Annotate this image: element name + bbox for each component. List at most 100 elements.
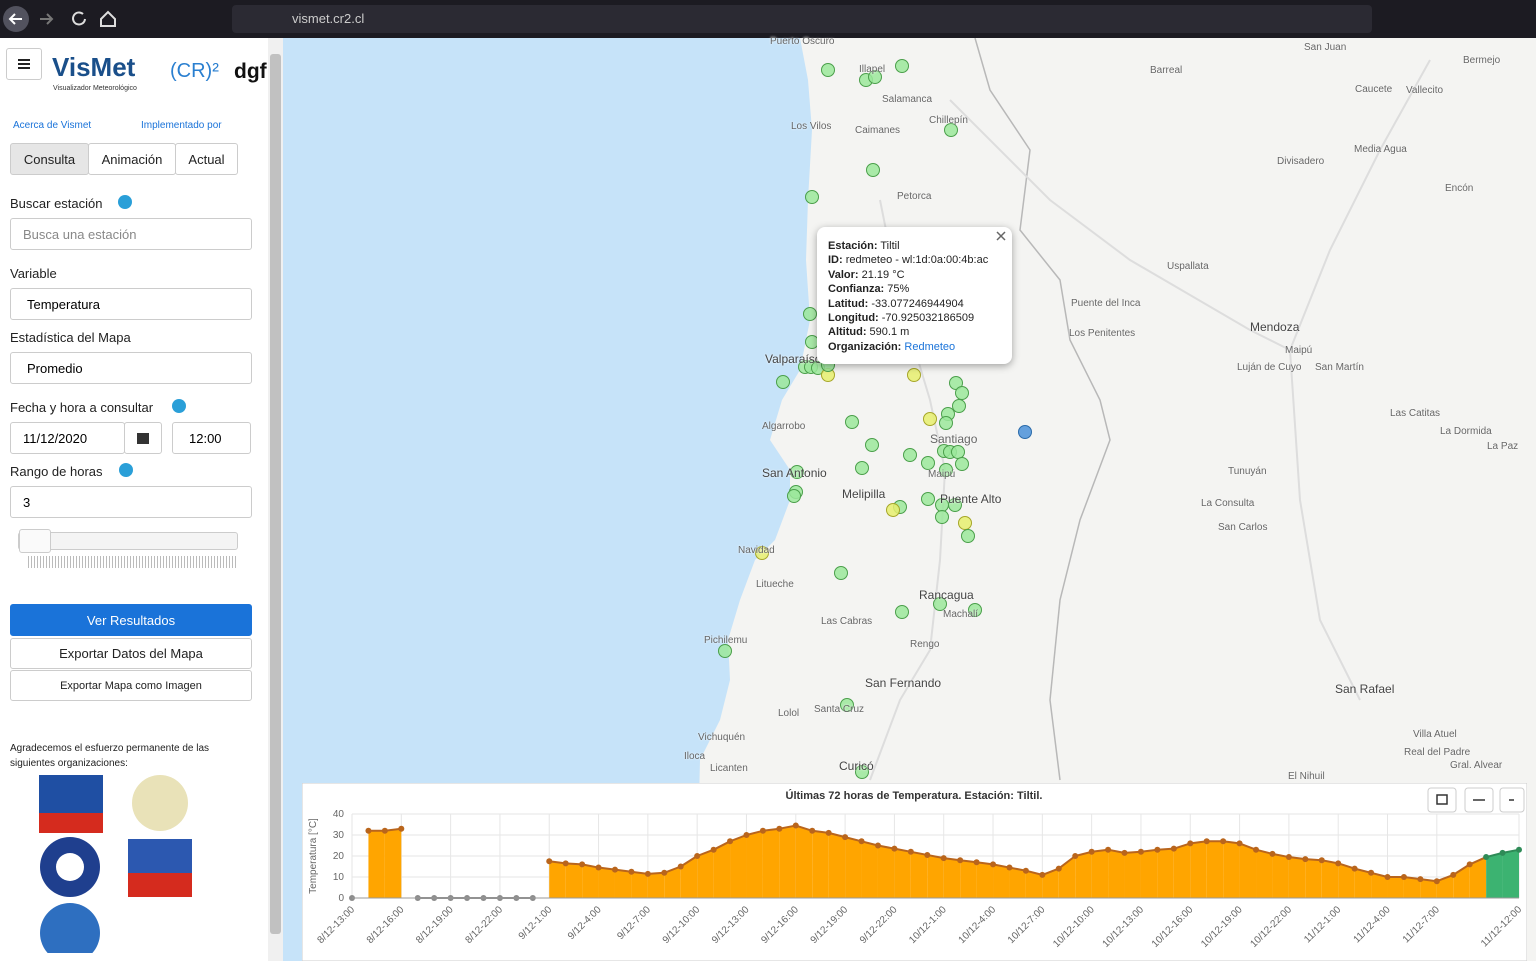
station-marker[interactable] <box>955 386 969 400</box>
partner-logos <box>39 775 192 953</box>
station-marker[interactable] <box>840 698 854 712</box>
slider-track[interactable] <box>18 532 238 550</box>
range-input[interactable]: 3 <box>10 486 252 518</box>
station-marker[interactable] <box>895 605 909 619</box>
tab[interactable]: Consulta <box>10 143 89 175</box>
data-point <box>1450 871 1457 878</box>
area-segment <box>1075 851 1092 898</box>
area-segment <box>368 830 385 898</box>
map-place-label: Litueche <box>756 579 794 590</box>
station-marker[interactable] <box>939 416 953 430</box>
station-marker[interactable] <box>834 566 848 580</box>
data-point <box>1466 861 1473 868</box>
url-bar[interactable]: vismet.cr2.cl <box>232 5 1372 33</box>
variable-select[interactable]: Temperatura <box>10 288 252 320</box>
station-marker[interactable] <box>790 465 804 479</box>
station-marker[interactable] <box>787 489 801 503</box>
station-marker[interactable] <box>952 399 966 413</box>
data-point <box>1022 867 1029 874</box>
station-marker[interactable] <box>1018 425 1032 439</box>
chart-title: Últimas 72 horas de Temperatura. Estació… <box>786 789 1043 802</box>
calendar-button[interactable] <box>124 422 162 454</box>
area-segment <box>614 869 632 898</box>
station-marker[interactable] <box>755 546 769 560</box>
station-marker[interactable] <box>933 597 947 611</box>
station-marker[interactable] <box>776 375 790 389</box>
map-place-label: Luján de Cuyo <box>1237 362 1302 373</box>
station-marker[interactable] <box>948 498 962 512</box>
station-marker[interactable] <box>718 644 732 658</box>
station-marker[interactable] <box>935 510 949 524</box>
station-marker[interactable] <box>921 492 935 506</box>
data-point <box>1335 860 1342 867</box>
data-point <box>365 827 372 834</box>
area-segment <box>582 864 599 898</box>
help-icon[interactable] <box>119 463 133 477</box>
data-point <box>825 829 832 836</box>
station-marker[interactable] <box>866 163 880 177</box>
help-icon[interactable] <box>172 399 186 413</box>
link[interactable]: Implementado por <box>141 120 222 131</box>
area-segment <box>845 837 862 898</box>
data-point <box>1088 848 1095 855</box>
station-marker[interactable] <box>944 123 958 137</box>
station-marker[interactable] <box>805 190 819 204</box>
area-segment <box>1502 849 1519 898</box>
station-marker[interactable] <box>895 59 909 73</box>
station-marker[interactable] <box>958 516 972 530</box>
map-place-label: Chillepín <box>929 115 968 126</box>
date-input[interactable]: 11/12/2020 <box>10 422 125 454</box>
station-marker[interactable] <box>855 461 869 475</box>
menu-button[interactable] <box>6 48 42 80</box>
area-segment <box>1486 852 1503 898</box>
data-point <box>1285 854 1292 861</box>
popup-value: Tiltil <box>880 240 900 252</box>
area-segment <box>1108 849 1125 898</box>
station-marker[interactable] <box>951 445 965 459</box>
data-point <box>644 870 651 877</box>
area-segment <box>1338 863 1355 898</box>
station-marker[interactable] <box>921 456 935 470</box>
station-marker[interactable] <box>821 63 835 77</box>
popup-key: Altitud: <box>828 326 867 339</box>
station-marker[interactable] <box>907 368 921 382</box>
link[interactable]: Acerca de Vismet <box>13 120 92 131</box>
station-marker[interactable] <box>923 412 937 426</box>
export-data-button[interactable]: Exportar Datos del Mapa <box>10 638 252 669</box>
data-point <box>1302 856 1309 863</box>
station-marker[interactable] <box>903 448 917 462</box>
scrollbar[interactable] <box>268 38 283 961</box>
station-marker[interactable] <box>803 307 817 321</box>
station-marker[interactable] <box>865 438 879 452</box>
tab[interactable]: Actual <box>175 143 238 175</box>
chart-panel: Últimas 72 horas de Temperatura. Estació… <box>302 783 1527 961</box>
station-popup: Estación: Tiltil ID: redmeteo - wl:1d:0a:… <box>817 227 1012 364</box>
station-marker[interactable] <box>968 603 982 617</box>
popup-value: redmeteo - wl:1d:0a:00:4b:ac <box>845 254 989 267</box>
data-point <box>381 827 388 834</box>
station-marker[interactable] <box>868 70 882 84</box>
export-image-button[interactable]: Exportar Mapa como Imagen <box>10 670 252 701</box>
station-marker[interactable] <box>955 457 969 471</box>
download-image-button[interactable] <box>1427 787 1457 813</box>
submit-button[interactable]: Ver Resultados <box>10 604 252 636</box>
station-marker[interactable] <box>939 463 953 477</box>
station-marker[interactable] <box>886 503 900 517</box>
time-select[interactable]: 12:00 <box>172 422 251 454</box>
popup-value: 75% <box>887 283 910 296</box>
help-icon[interactable] <box>118 195 132 209</box>
stat-select[interactable]: Promedio <box>10 352 252 384</box>
area-segment <box>779 825 796 898</box>
area-segment <box>664 866 681 898</box>
station-marker[interactable] <box>855 765 869 779</box>
search-input[interactable]: Busca una estación <box>10 218 252 250</box>
popup-row: Longitud: -70.925032186509 <box>828 311 1012 325</box>
station-marker[interactable] <box>845 415 859 429</box>
area-segment <box>1256 849 1273 898</box>
station-marker[interactable] <box>961 529 975 543</box>
tab[interactable]: Animación <box>88 143 176 175</box>
slider-handle[interactable] <box>19 529 51 553</box>
line-segment <box>1452 863 1471 876</box>
close-button[interactable] <box>996 231 1006 241</box>
area-segment <box>1140 849 1158 898</box>
